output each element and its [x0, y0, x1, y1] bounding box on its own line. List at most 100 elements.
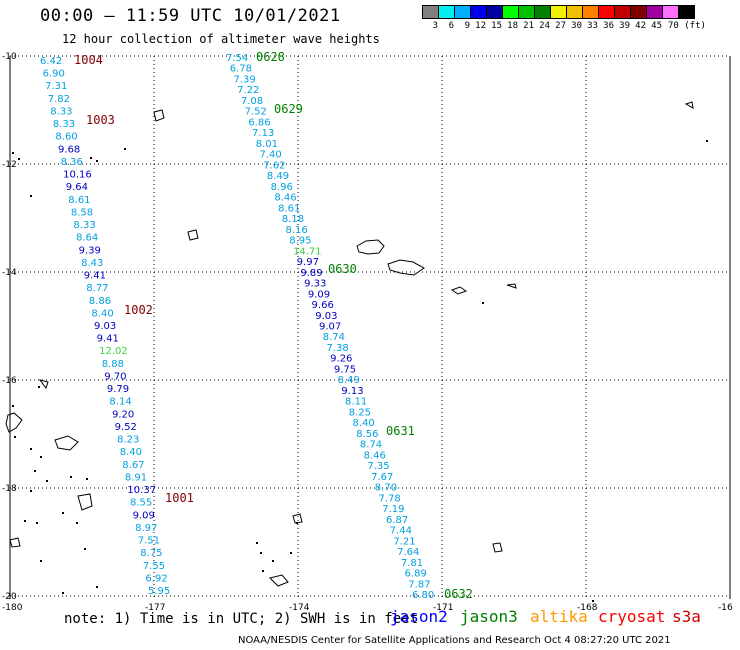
legend-swatch: [518, 5, 535, 19]
legend-tick-label: 24: [539, 21, 550, 31]
track2-value: 9.07: [319, 322, 341, 333]
island-samoa-savaii: [387, 259, 425, 276]
island-swains: [450, 286, 468, 295]
track2-value: 6.86: [248, 117, 270, 128]
page-title: 00:00 – 11:59 UTC 10/01/2021: [40, 6, 341, 26]
legend-swatch: [502, 5, 519, 19]
lon-label: -16: [718, 603, 733, 613]
track1-value: 7.51: [138, 536, 160, 547]
legend-tick-label: 9: [464, 21, 470, 31]
legend-swatch: [646, 5, 663, 19]
islet-dot: [86, 478, 88, 480]
legend-swatch: [566, 5, 583, 19]
islet-dot: [90, 157, 92, 159]
satellite-label-jason2: jason2: [390, 607, 448, 626]
legend-swatch: [598, 5, 615, 19]
legend-tick-label: 15: [491, 21, 502, 31]
legend-swatch: [662, 5, 679, 19]
island-rose: [506, 283, 517, 289]
track1-value: 9.79: [107, 384, 129, 395]
lat-label: -12: [2, 160, 17, 170]
islet-dot: [40, 456, 42, 458]
track2-value: 8.01: [256, 139, 278, 150]
track1-value: 7.55: [143, 561, 165, 572]
track2-value: 7.38: [326, 343, 348, 354]
lon-label: -174: [289, 603, 310, 613]
satellite-label-cryosat: cryosat: [598, 607, 666, 626]
track2-value: 7.54: [226, 53, 248, 64]
islet-dot: [12, 405, 14, 407]
track2-value: 8.46: [274, 193, 296, 204]
track1-value: 12.02: [99, 346, 128, 357]
track2-value: 7.19: [382, 504, 404, 515]
track1-value: 9.41: [97, 334, 119, 345]
track1-value: 9.20: [112, 409, 134, 420]
track1-value: 8.58: [71, 207, 93, 218]
track2-value: 8.49: [267, 171, 289, 182]
track1-value: 8.33: [50, 106, 72, 117]
satellite-label-jason3: jason3: [460, 607, 518, 626]
track1-value: 6.90: [43, 69, 65, 80]
legend-swatch: [470, 5, 487, 19]
track2-value: 14.71: [293, 246, 322, 257]
islet-dot: [260, 552, 262, 554]
legend-swatch: [614, 5, 631, 19]
island-wallis: [187, 229, 199, 241]
satellite-label-altika: altika: [530, 607, 588, 626]
islet-dot: [592, 600, 594, 602]
islet-dot: [30, 490, 32, 492]
islet-dot: [256, 542, 258, 544]
track1-value: 8.86: [89, 296, 111, 307]
track2-value: 8.74: [360, 440, 382, 451]
islet-dot: [18, 158, 20, 160]
track2-value: 8.18: [282, 214, 304, 225]
track2-value: 7.44: [390, 526, 412, 537]
legend-tick-label: 21: [523, 21, 534, 31]
track2-value: 9.89: [300, 268, 322, 279]
track1-value: 8.97: [135, 523, 157, 534]
track2-value: 7.67: [371, 472, 393, 483]
lat-label: -10: [2, 52, 17, 62]
islet-dot: [46, 480, 48, 482]
track1-time-label: 1002: [124, 303, 153, 317]
track2-value: 8.96: [271, 182, 293, 193]
legend-tick-label: 39: [619, 21, 630, 31]
small-islets: [12, 140, 708, 602]
islet-dot: [706, 140, 708, 142]
lon-label: -171: [433, 603, 453, 613]
islet-dot: [62, 512, 64, 514]
lon-label: -168: [577, 603, 598, 613]
legend-swatch: [630, 5, 647, 19]
track2-value: 8.95: [289, 236, 311, 247]
islet-dot: [36, 522, 38, 524]
lat-label: -16: [2, 376, 17, 386]
legend-tick-label: 70 (ft): [668, 21, 706, 31]
islet-dot: [62, 592, 64, 594]
track1-value: 8.60: [55, 132, 77, 143]
islet-dot: [482, 302, 484, 304]
track1-value: 8.33: [73, 220, 95, 231]
track2-value: 7.22: [237, 85, 259, 96]
track1-value: 8.61: [68, 195, 90, 206]
track1-value: 9.64: [66, 182, 88, 193]
track1-value: 8.91: [125, 472, 147, 483]
track1-value: 6.92: [145, 573, 167, 584]
islet-dot: [14, 436, 16, 438]
track2-value: 7.39: [233, 74, 255, 85]
track2-value: 9.13: [341, 386, 363, 397]
track1-value: 9.09: [133, 510, 155, 521]
island-samoa-upolu: [356, 239, 385, 255]
legend-swatch: [582, 5, 599, 19]
track2-time-label: 0630: [328, 262, 357, 276]
island-fiji-1: [5, 412, 23, 433]
legend-tick-label: 36: [603, 21, 614, 31]
track2-value: 9.66: [312, 300, 334, 311]
islet-dot: [96, 160, 98, 162]
track1-time-label: 1003: [86, 113, 115, 127]
track2-value: 7.21: [393, 536, 415, 547]
track2-value: 9.03: [315, 311, 337, 322]
track2-value: 6.87: [386, 515, 408, 526]
page-subtitle: 12 hour collection of altimeter wave hei…: [62, 32, 380, 46]
altimeter-tracks: 6.426.907.317.828.338.338.609.688.3610.1…: [40, 50, 473, 601]
islet-dot: [40, 560, 42, 562]
